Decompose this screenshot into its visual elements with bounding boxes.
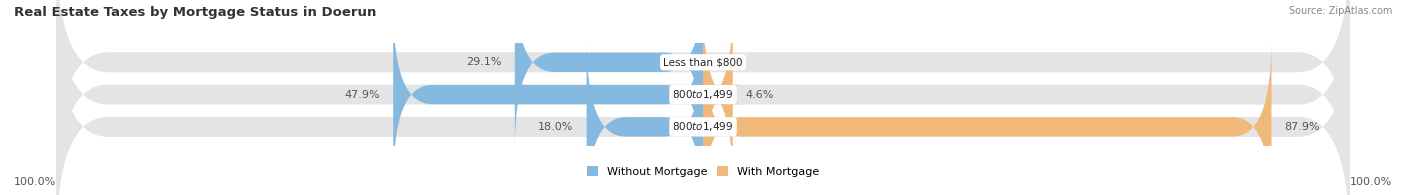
FancyBboxPatch shape <box>394 7 703 182</box>
Text: 100.0%: 100.0% <box>14 177 56 187</box>
FancyBboxPatch shape <box>586 40 703 195</box>
FancyBboxPatch shape <box>56 0 1350 195</box>
Legend: Without Mortgage, With Mortgage: Without Mortgage, With Mortgage <box>588 166 818 177</box>
Text: Less than $800: Less than $800 <box>664 57 742 67</box>
Text: 87.9%: 87.9% <box>1285 122 1320 132</box>
FancyBboxPatch shape <box>695 7 742 182</box>
FancyBboxPatch shape <box>56 0 1350 182</box>
Text: 100.0%: 100.0% <box>1350 177 1392 187</box>
Text: 18.0%: 18.0% <box>538 122 574 132</box>
Text: Real Estate Taxes by Mortgage Status in Doerun: Real Estate Taxes by Mortgage Status in … <box>14 6 377 19</box>
FancyBboxPatch shape <box>56 8 1350 195</box>
FancyBboxPatch shape <box>515 0 703 150</box>
Text: 29.1%: 29.1% <box>467 57 502 67</box>
Text: 47.9%: 47.9% <box>344 90 380 100</box>
Text: $800 to $1,499: $800 to $1,499 <box>672 88 734 101</box>
Text: 0.0%: 0.0% <box>716 57 744 67</box>
Text: Source: ZipAtlas.com: Source: ZipAtlas.com <box>1288 6 1392 16</box>
FancyBboxPatch shape <box>703 40 1271 195</box>
Text: 4.6%: 4.6% <box>745 90 775 100</box>
Text: $800 to $1,499: $800 to $1,499 <box>672 120 734 133</box>
